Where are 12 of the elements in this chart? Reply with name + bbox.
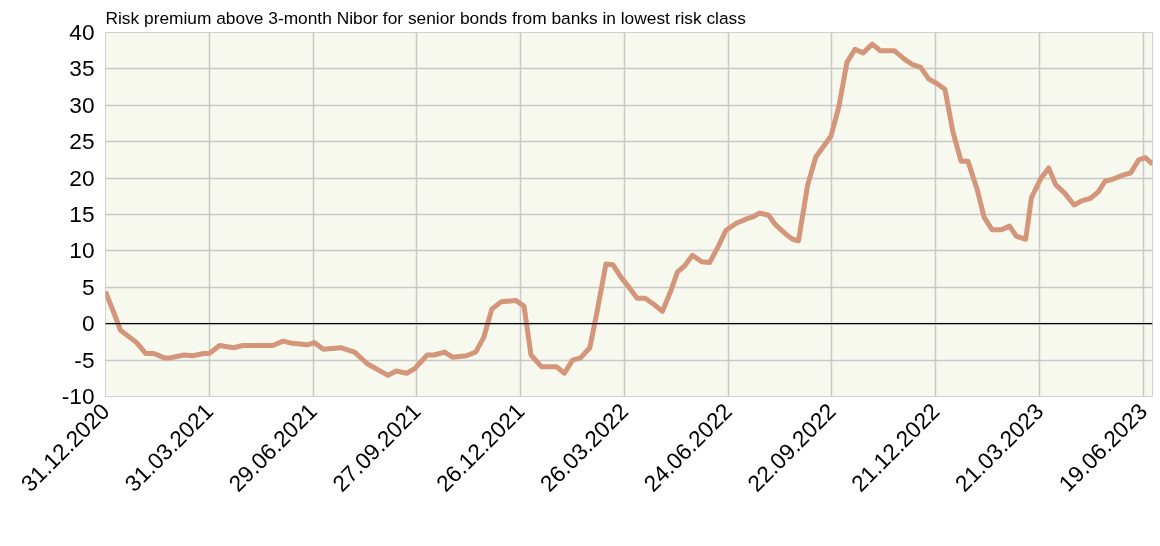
- y-tick-label: 35: [69, 55, 95, 82]
- y-tick-label: -10: [61, 383, 95, 409]
- y-tick-label: 10: [69, 237, 95, 264]
- y-tick-label: 30: [69, 91, 95, 118]
- y-tick-label: 20: [69, 164, 95, 191]
- y-tick-label: 15: [69, 201, 95, 227]
- y-tick-label: 40: [69, 19, 95, 45]
- chart-title: Risk premium above 3-month Nibor for senior bonds from banks in lowest risk class: [105, 7, 747, 28]
- y-tick-label: 0: [81, 310, 95, 337]
- y-tick-label: -5: [74, 346, 95, 373]
- y-tick-label: 25: [69, 128, 95, 155]
- y-tick-label: 5: [81, 273, 95, 300]
